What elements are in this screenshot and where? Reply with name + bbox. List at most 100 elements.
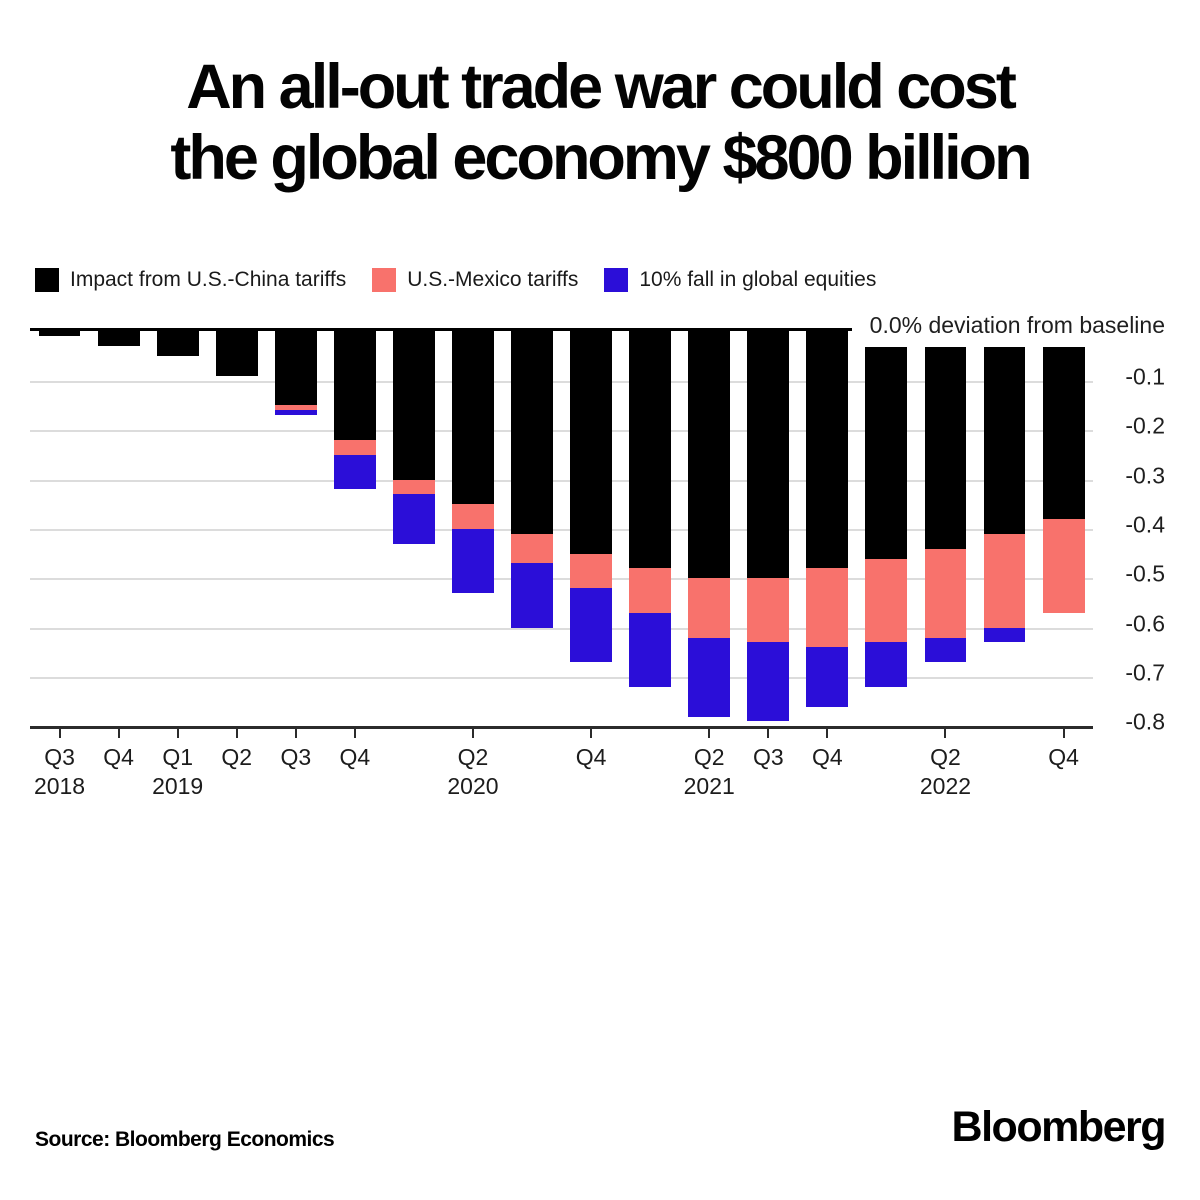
bar-segment [392, 479, 435, 495]
bar-segment [215, 331, 258, 376]
gridline [30, 578, 1093, 581]
bar-segment [511, 563, 553, 628]
stacked-bar [452, 331, 494, 726]
bar-segment [570, 588, 613, 663]
x-tick-mark [767, 729, 770, 739]
x-axis-labels: Q3 2018 Q4 Q1 2019 Q2 Q3 Q4 Q2 2020 Q4 Q2 2021 Q3 Q4 Q2… [30, 729, 1093, 799]
y-tick-label: -0.3 [1125, 461, 1165, 488]
bloomberg-logo: Bloomberg [951, 1103, 1167, 1151]
bar-segment [274, 405, 317, 411]
bar-segment [865, 558, 908, 643]
x-slot-q3-2021: Q3 [739, 729, 798, 799]
stacked-bar [570, 331, 613, 726]
x-tick-mark [235, 729, 238, 739]
x-slot-q3-2018: Q3 2018 [30, 729, 89, 799]
year-label: 2020 [447, 773, 499, 800]
bar-segment [333, 331, 376, 440]
baseline-annotation: 0.0% deviation from baseline [851, 312, 1165, 348]
footer: Source: Bloomberg Economics Bloomberg [35, 1103, 1167, 1152]
stacked-bar [215, 331, 258, 726]
quarter-label: Q3 [752, 744, 784, 771]
x-tick-mark [353, 729, 356, 739]
bar-segment [688, 331, 731, 579]
quarter-label: Q1 [162, 744, 193, 771]
bar-segment [806, 647, 849, 707]
bar-q2-2021 [680, 331, 739, 726]
legend-label-china-tariffs: Impact from U.S.-China tariffs [70, 268, 347, 292]
bar-segment [983, 331, 1026, 534]
bar-segment [806, 568, 849, 648]
year-label: 2022 [919, 773, 972, 800]
x-tick-mark [176, 729, 179, 739]
stacked-bar [97, 331, 140, 726]
bar-segment [452, 331, 494, 505]
bar-q1-2020 [384, 331, 443, 726]
x-slot-q4-2021: Q4 [798, 729, 857, 799]
bar-q1-2022 [857, 331, 916, 726]
quarter-label: Q2 [457, 744, 489, 771]
bar-segment [156, 331, 199, 357]
gridline [30, 528, 1093, 531]
x-tick-mark [590, 729, 593, 739]
x-tick-mark [58, 729, 61, 739]
quarter-label: Q4 [575, 744, 607, 771]
y-tick-label: -0.4 [1125, 511, 1165, 538]
bar-segment [392, 494, 435, 544]
bar-q3-2020 [503, 331, 562, 726]
y-tick-label: -0.6 [1125, 610, 1165, 637]
x-tick-mark [1062, 729, 1065, 739]
bar-q1-2021 [621, 331, 680, 726]
title-line-2: the global economy $800 billion [170, 123, 1032, 194]
bar-q3-2021 [739, 331, 798, 726]
x-slot-q1-2020 [384, 729, 443, 799]
quarter-label: Q4 [103, 744, 134, 771]
bar-segment [452, 504, 494, 529]
bar-segment [570, 553, 613, 589]
y-tick-label: -0.8 [1125, 708, 1165, 735]
stacked-bar [865, 331, 908, 726]
legend-swatch-blue-icon [604, 268, 629, 293]
stacked-bar [806, 331, 849, 726]
bar-segment [97, 331, 140, 347]
x-slot-q2-2021: Q2 2021 [680, 729, 739, 799]
stacked-bar [747, 331, 790, 726]
stacked-bar [983, 331, 1026, 726]
gridline [30, 430, 1093, 433]
bar-segment [511, 331, 553, 534]
x-slot-q2-2019: Q2 [207, 729, 266, 799]
plot [30, 328, 1093, 730]
y-axis-labels: -0.1 -0.2 -0.3 -0.4 -0.5 -0.6 -0.7 -0.8 [1093, 328, 1165, 735]
quarter-label: Q4 [339, 744, 371, 771]
x-slot-q2-2022: Q2 2022 [916, 729, 975, 799]
bar-q2-2022 [916, 331, 975, 726]
stacked-bar [629, 331, 672, 726]
bar-q3-2019 [266, 331, 325, 726]
y-tick-label: -0.2 [1125, 412, 1165, 439]
x-slot-q3-2019: Q3 [266, 729, 325, 799]
bar-segment [629, 331, 672, 569]
quarter-label: Q4 [1048, 744, 1079, 771]
gridline [30, 677, 1093, 679]
year-label: 2021 [683, 773, 735, 800]
stacked-bar [274, 331, 317, 726]
bar-segment [806, 331, 849, 569]
stacked-bar [38, 331, 81, 726]
x-slot-q2-2020: Q2 2020 [443, 729, 502, 799]
bar-segment [629, 568, 672, 613]
year-label: 2019 [152, 773, 204, 800]
bar-q3-2018 [30, 331, 89, 726]
stacked-bar [156, 331, 199, 726]
bar-segment [1042, 519, 1085, 613]
bar-segment [1042, 331, 1085, 519]
bar-segment [865, 331, 908, 559]
x-tick-mark [826, 729, 829, 739]
stacked-bar [688, 331, 731, 726]
x-slot-q1-2019: Q1 2019 [148, 729, 207, 799]
bar-segment [38, 331, 81, 337]
bar-segment [333, 440, 376, 455]
x-slot-q4-2020: Q4 [562, 729, 621, 799]
bar-segment [688, 637, 731, 717]
legend-item-mexico-tariffs: U.S.-Mexico tariffs [372, 268, 578, 293]
chart-legend: Impact from U.S.-China tariffs U.S.-Mexi… [35, 268, 1165, 293]
y-tick-label: -0.7 [1125, 659, 1165, 686]
